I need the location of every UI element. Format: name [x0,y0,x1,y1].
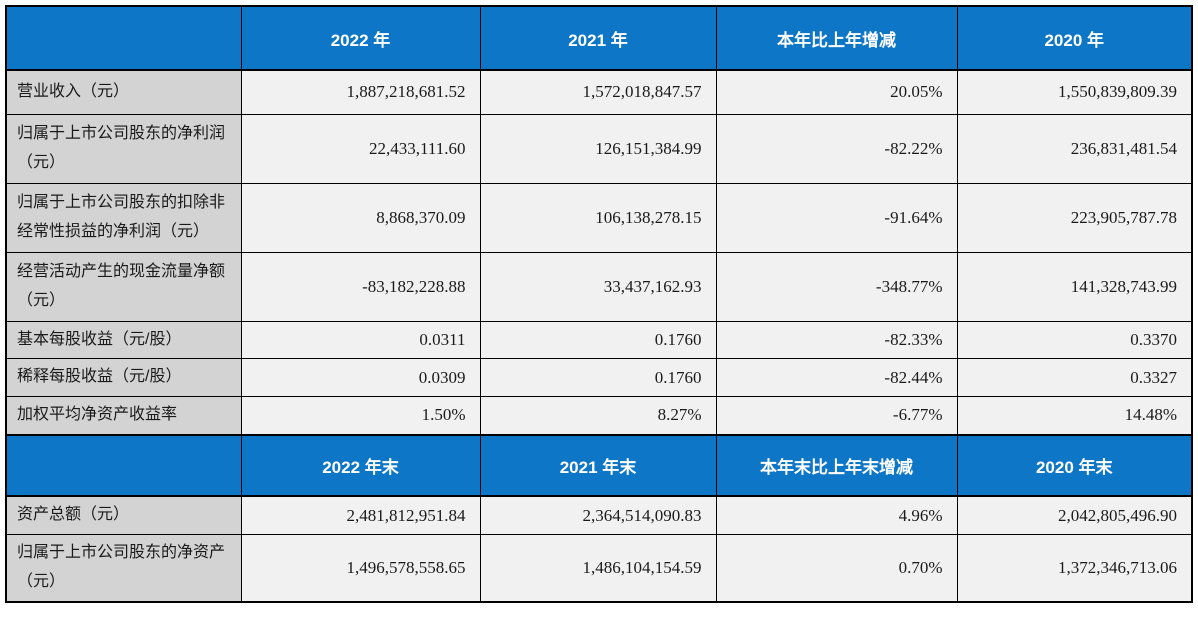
cell-value: 14.48% [956,396,1193,436]
cell-value: -82.22% [715,113,958,184]
cell-value: 1,572,018,847.57 [479,69,717,115]
cell-value: 0.0309 [240,358,481,398]
cell-value: 1.50% [240,396,481,436]
header-2021: 2021 年 [479,5,717,71]
table-row-net-assets: 归属于上市公司股东的净资产（元） 1,496,578,558.65 1,486,… [5,534,1193,603]
cell-value: 126,151,384.99 [479,113,717,184]
cell-value: -82.33% [715,320,958,360]
header-2021-year-end: 2021 年末 [479,433,717,497]
table-row-basic-eps: 基本每股收益（元/股） 0.0311 0.1760 -82.33% 0.3370 [5,320,1193,360]
cell-value: 20.05% [715,69,958,115]
table-row-revenue: 营业收入（元） 1,887,218,681.52 1,572,018,847.5… [5,69,1193,115]
cell-value: 0.3327 [956,358,1193,398]
cell-value: 22,433,111.60 [240,113,481,184]
cell-value: 33,437,162.93 [479,251,717,322]
cell-value: 1,496,578,558.65 [240,534,481,603]
financial-summary-table: 2022 年 2021 年 本年比上年增减 2020 年 营业收入（元） 1,8… [5,5,1193,603]
header-row-annual: 2022 年 2021 年 本年比上年增减 2020 年 [5,5,1193,71]
table-row-net-profit: 归属于上市公司股东的净利润（元） 22,433,111.60 126,151,3… [5,113,1193,184]
header-yoy-change: 本年比上年增减 [715,5,958,71]
header-2020-year-end: 2020 年末 [956,433,1193,497]
cell-value: 1,486,104,154.59 [479,534,717,603]
cell-value: 0.70% [715,534,958,603]
header-blank-cell [5,5,242,71]
row-label: 经营活动产生的现金流量净额（元） [5,251,242,322]
table-row-weighted-avg-roe: 加权平均净资产收益率 1.50% 8.27% -6.77% 14.48% [5,396,1193,436]
row-label: 归属于上市公司股东的净资产（元） [5,534,242,603]
cell-value: 4.96% [715,495,958,536]
cell-value: 1,372,346,713.06 [956,534,1193,603]
table-row-diluted-eps: 稀释每股收益（元/股） 0.0309 0.1760 -82.44% 0.3327 [5,358,1193,398]
cell-value: -6.77% [715,396,958,436]
cell-value: -91.64% [715,182,958,253]
cell-value: 2,042,805,496.90 [956,495,1193,536]
table-row-operating-cash-flow: 经营活动产生的现金流量净额（元） -83,182,228.88 33,437,1… [5,251,1193,322]
row-label: 稀释每股收益（元/股） [5,358,242,398]
cell-value: 2,481,812,951.84 [240,495,481,536]
cell-value: -348.77% [715,251,958,322]
row-label: 加权平均净资产收益率 [5,396,242,436]
cell-value: 0.1760 [479,320,717,360]
cell-value: 8.27% [479,396,717,436]
header-2022: 2022 年 [240,5,481,71]
cell-value: 2,364,514,090.83 [479,495,717,536]
header-row-year-end: 2022 年末 2021 年末 本年末比上年末增减 2020 年末 [5,433,1193,497]
row-label: 资产总额（元） [5,495,242,536]
cell-value: 1,550,839,809.39 [956,69,1193,115]
cell-value: 0.1760 [479,358,717,398]
cell-value: 106,138,278.15 [479,182,717,253]
header-2020: 2020 年 [956,5,1193,71]
table-row-net-profit-excl-nonrecurring: 归属于上市公司股东的扣除非经常性损益的净利润（元） 8,868,370.09 1… [5,182,1193,253]
row-label: 归属于上市公司股东的扣除非经常性损益的净利润（元） [5,182,242,253]
cell-value: 141,328,743.99 [956,251,1193,322]
cell-value: 8,868,370.09 [240,182,481,253]
cell-value: 0.0311 [240,320,481,360]
cell-value: 223,905,787.78 [956,182,1193,253]
cell-value: 1,887,218,681.52 [240,69,481,115]
header-2022-year-end: 2022 年末 [240,433,481,497]
row-label: 基本每股收益（元/股） [5,320,242,360]
header-blank-cell [5,433,242,497]
cell-value: 236,831,481.54 [956,113,1193,184]
row-label: 归属于上市公司股东的净利润（元） [5,113,242,184]
cell-value: -83,182,228.88 [240,251,481,322]
row-label: 营业收入（元） [5,69,242,115]
cell-value: -82.44% [715,358,958,398]
header-year-end-change: 本年末比上年末增减 [715,433,958,497]
cell-value: 0.3370 [956,320,1193,360]
table-row-total-assets: 资产总额（元） 2,481,812,951.84 2,364,514,090.8… [5,495,1193,536]
